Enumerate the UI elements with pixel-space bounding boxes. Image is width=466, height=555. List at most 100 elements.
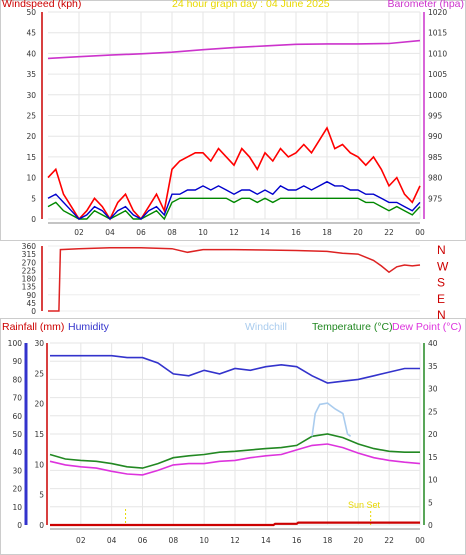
x-tick-label: 02 (76, 536, 86, 545)
x-tick-label: 06 (138, 536, 148, 545)
direction-tick-label: 270 (22, 258, 37, 267)
x-tick-label: 02 (74, 228, 84, 237)
direction-tick-label: 45 (26, 299, 36, 308)
compass-label: E (437, 292, 445, 306)
humidity-tick-label: 0 (17, 521, 22, 530)
dewpoint-legend: Dew Point (°C) (392, 321, 462, 333)
series-line-humidity (50, 354, 420, 384)
direction-tick-label: 0 (31, 307, 36, 316)
series-line-barometer-hpa (47, 39, 421, 60)
humidity-tick-label: 30 (12, 466, 22, 475)
x-tick-label: 08 (167, 228, 177, 237)
x-tick-label: 18 (322, 228, 332, 237)
x-tick-label: 04 (107, 536, 117, 545)
rainfall-tick-label: 20 (34, 400, 44, 409)
x-tick-label: 22 (384, 228, 394, 237)
series-line-average-wind (47, 180, 421, 221)
x-tick-label: 16 (292, 536, 302, 545)
temperature-tick-label: 15 (428, 453, 438, 462)
chart-title: 24 hour graph day : 04 June 2025 (172, 0, 330, 10)
rainfall-tick-label: 15 (34, 430, 44, 439)
x-tick-label: 10 (199, 536, 209, 545)
barometer-tick-label: 975 (428, 194, 443, 203)
rainfall-tick-label: 5 (39, 491, 44, 500)
windspeed-tick-label: 30 (26, 91, 36, 100)
bottom-panel-frame (0, 318, 466, 555)
x-tick-label: 14 (260, 228, 270, 237)
direction-tick-label: 360 (22, 242, 37, 251)
windspeed-tick-label: 15 (26, 153, 36, 162)
direction-tick-label: 180 (22, 275, 37, 284)
temperature-tick-label: 25 (428, 407, 438, 416)
windspeed-tick-label: 50 (26, 8, 36, 17)
humidity-tick-label: 40 (12, 448, 22, 457)
temperature-tick-label: 35 (428, 362, 438, 371)
compass-label: W (437, 259, 449, 273)
barometer-tick-label: 1005 (428, 70, 447, 79)
rainfall-tick-label: 10 (34, 460, 44, 469)
sunset-annotation: Sun Set (348, 500, 381, 510)
wind-barometer-plot: 0510152025303540455097598098599099510001… (26, 8, 447, 237)
temperature-legend: Temperature (°C) (312, 321, 393, 333)
direction-tick-label: 225 (22, 266, 37, 275)
x-tick-label: 04 (105, 228, 115, 237)
humidity-legend: Humidity (68, 321, 109, 333)
x-tick-label: 00 (415, 536, 425, 545)
x-tick-label: 16 (291, 228, 301, 237)
rainfall-tick-label: 0 (39, 521, 44, 530)
temperature-tick-label: 10 (428, 476, 438, 485)
direction-tick-label: 135 (22, 283, 37, 292)
windspeed-tick-label: 20 (26, 132, 36, 141)
barometer-axis-label: Barometer (hpa) (387, 0, 464, 10)
windchill-legend: Windchill (245, 321, 288, 333)
x-tick-label: 14 (261, 536, 271, 545)
humidity-tick-label: 100 (8, 339, 23, 348)
x-tick-label: 06 (136, 228, 146, 237)
temperature-tick-label: 0 (428, 521, 433, 530)
compass-label: S (437, 276, 445, 290)
humidity-tick-label: 90 (12, 357, 22, 366)
humidity-tick-label: 50 (12, 430, 22, 439)
humidity-tick-label: 10 (12, 503, 22, 512)
windspeed-tick-label: 45 (26, 29, 36, 38)
rainfall-tick-label: 30 (34, 339, 44, 348)
compass-label: N (437, 243, 446, 257)
x-tick-label: 10 (198, 228, 208, 237)
series-line-rainfall-mm (50, 521, 420, 527)
rainfall-tick-label: 25 (34, 369, 44, 378)
windspeed-tick-label: 10 (26, 174, 36, 183)
direction-tick-label: 315 (22, 250, 37, 259)
x-tick-label: 20 (353, 228, 363, 237)
compass-label: N (437, 308, 446, 322)
humidity-tick-label: 70 (12, 394, 22, 403)
humidity-tick-label: 60 (12, 412, 22, 421)
x-tick-label: 12 (230, 536, 240, 545)
humidity-tick-label: 80 (12, 375, 22, 384)
temperature-tick-label: 20 (428, 430, 438, 439)
direction-tick-label: 90 (26, 291, 36, 300)
windspeed-axis-label: Windspeed (kph) (2, 0, 82, 10)
barometer-tick-label: 1000 (428, 91, 447, 100)
humidity-tick-label: 20 (12, 485, 22, 494)
x-tick-label: 08 (169, 536, 179, 545)
barometer-tick-label: 1010 (428, 49, 447, 58)
windspeed-tick-label: 5 (31, 194, 36, 203)
x-tick-label: 22 (384, 536, 394, 545)
x-tick-label: 00 (415, 228, 425, 237)
x-tick-label: 18 (323, 536, 333, 545)
windspeed-tick-label: 40 (26, 49, 36, 58)
x-tick-label: 20 (354, 536, 364, 545)
rainfall-legend: Rainfall (mm) (2, 321, 65, 333)
temperature-tick-label: 5 (428, 498, 433, 507)
barometer-tick-label: 995 (428, 112, 443, 121)
barometer-tick-label: 990 (428, 132, 443, 141)
windspeed-tick-label: 25 (26, 112, 36, 121)
series-line-temperature-c (49, 433, 420, 469)
barometer-tick-label: 985 (428, 153, 443, 162)
temperature-humidity-plot: 0102030405060708090100051015202530051015… (8, 339, 438, 545)
x-tick-label: 12 (229, 228, 239, 237)
series-line-wind-direction (48, 247, 421, 312)
temperature-tick-label: 40 (428, 339, 438, 348)
windspeed-tick-label: 35 (26, 70, 36, 79)
